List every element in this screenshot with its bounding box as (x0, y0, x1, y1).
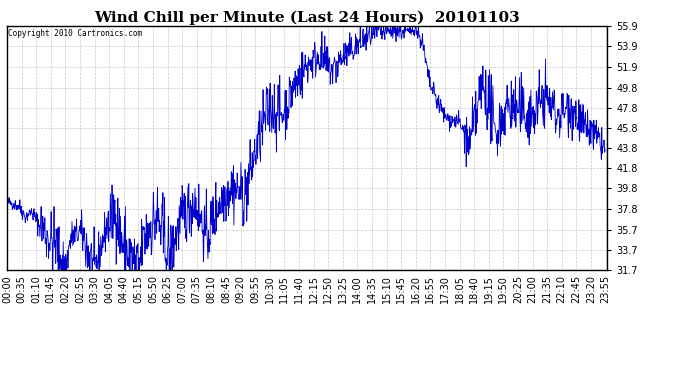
Text: Copyright 2010 Cartronics.com: Copyright 2010 Cartronics.com (8, 29, 142, 38)
Title: Wind Chill per Minute (Last 24 Hours)  20101103: Wind Chill per Minute (Last 24 Hours) 20… (94, 11, 520, 25)
